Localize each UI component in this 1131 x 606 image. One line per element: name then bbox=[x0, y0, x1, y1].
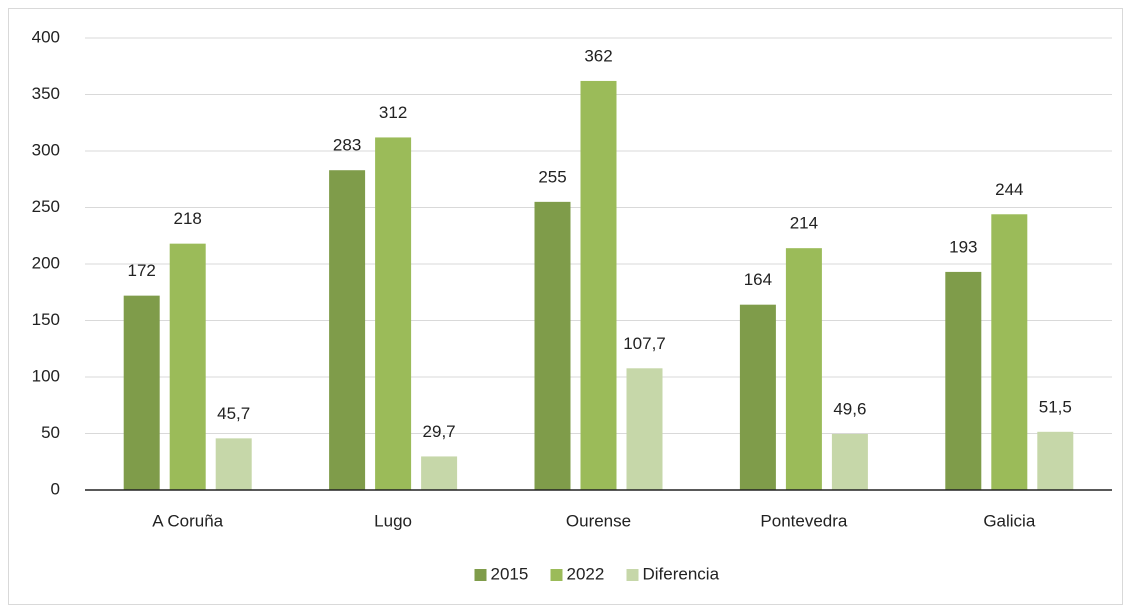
data-label: 107,7 bbox=[623, 334, 666, 353]
data-label: 49,6 bbox=[833, 399, 866, 418]
legend-label: 2015 bbox=[491, 564, 529, 583]
legend-swatch bbox=[626, 569, 639, 581]
x-tick-label: Pontevedra bbox=[760, 511, 847, 530]
data-label: 255 bbox=[538, 167, 566, 186]
data-label: 244 bbox=[995, 180, 1023, 199]
data-label: 172 bbox=[128, 261, 156, 280]
y-tick-label: 200 bbox=[32, 253, 60, 272]
data-label: 283 bbox=[333, 136, 361, 155]
data-label: 29,7 bbox=[423, 422, 456, 441]
data-label: 362 bbox=[584, 46, 612, 65]
data-label: 312 bbox=[379, 103, 407, 122]
bar bbox=[169, 243, 206, 490]
y-tick-label: 300 bbox=[32, 140, 60, 159]
bar bbox=[626, 368, 663, 490]
x-tick-label: Galicia bbox=[983, 511, 1036, 530]
bar bbox=[785, 248, 822, 490]
bar bbox=[945, 271, 982, 490]
data-label: 218 bbox=[174, 209, 202, 228]
legend-swatch bbox=[550, 569, 563, 581]
y-tick-label: 250 bbox=[32, 197, 60, 216]
bar bbox=[375, 137, 412, 490]
x-tick-label: A Coruña bbox=[152, 511, 223, 530]
bar bbox=[831, 433, 868, 490]
data-label: 193 bbox=[949, 237, 977, 256]
y-tick-label: 150 bbox=[32, 310, 60, 329]
legend-label: 2022 bbox=[567, 564, 605, 583]
bar bbox=[739, 304, 776, 490]
x-tick-label: Lugo bbox=[374, 511, 412, 530]
data-label: 45,7 bbox=[217, 404, 250, 423]
bar bbox=[580, 80, 617, 490]
x-tick-label: Ourense bbox=[566, 511, 631, 530]
legend-swatch bbox=[474, 569, 487, 581]
bar bbox=[421, 456, 458, 490]
bar bbox=[215, 438, 252, 490]
bar bbox=[991, 214, 1028, 490]
data-label: 51,5 bbox=[1039, 397, 1072, 416]
y-tick-label: 400 bbox=[32, 27, 60, 46]
data-label: 164 bbox=[744, 270, 772, 289]
data-label: 214 bbox=[790, 214, 818, 233]
y-tick-label: 50 bbox=[41, 423, 60, 442]
y-tick-label: 350 bbox=[32, 84, 60, 103]
bar bbox=[329, 170, 366, 490]
y-tick-label: 100 bbox=[32, 366, 60, 385]
bar bbox=[534, 201, 571, 490]
y-tick-label: 0 bbox=[51, 479, 60, 498]
legend-label: Diferencia bbox=[643, 564, 720, 583]
bar bbox=[1037, 431, 1074, 490]
bar bbox=[123, 295, 160, 490]
